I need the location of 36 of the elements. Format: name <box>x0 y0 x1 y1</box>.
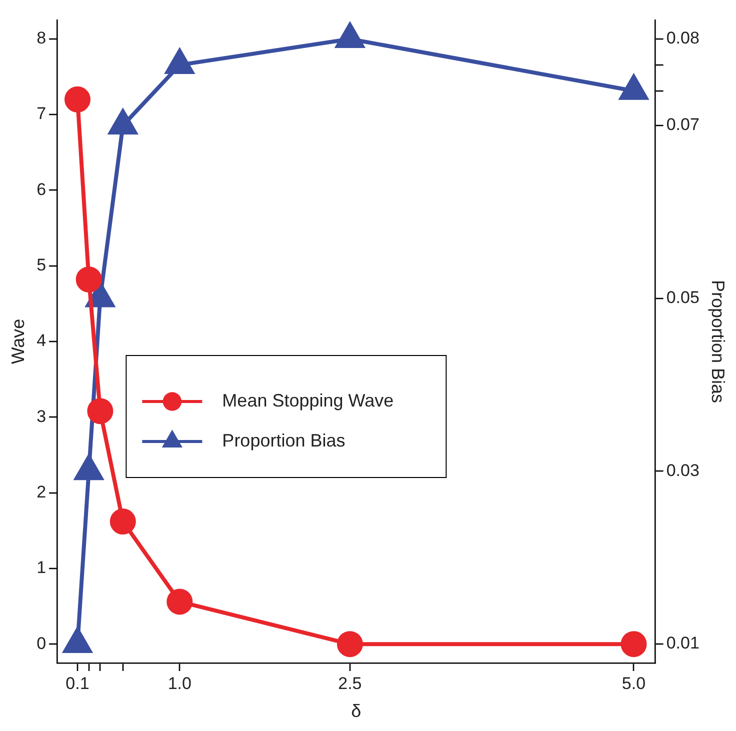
point <box>108 109 138 134</box>
x-tick-label: 1.0 <box>168 674 192 693</box>
y-tick-label: 7 <box>36 104 46 124</box>
y2-tick-label: 0.08 <box>666 28 700 48</box>
legend-label: Mean Stopping Wave <box>222 390 394 410</box>
point <box>336 631 363 658</box>
y-tick-label: 5 <box>36 256 46 275</box>
x-axis-title: δ <box>351 701 362 722</box>
y2-tick-label: 0.05 <box>666 288 700 307</box>
point <box>166 588 193 615</box>
y2-tick-label: 0.01 <box>666 634 700 653</box>
point <box>74 455 103 480</box>
y-tick-label: 2 <box>36 482 46 502</box>
y-tick-label: 6 <box>36 180 46 199</box>
point <box>63 628 92 653</box>
y2-tick-label: 0.07 <box>666 115 700 134</box>
point <box>110 508 136 535</box>
y-tick-label: 8 <box>36 28 46 48</box>
x-tick-label: 5.0 <box>622 674 646 693</box>
point <box>87 398 114 424</box>
y-tick-label: 0 <box>36 634 46 653</box>
x-tick-label: 0.1 <box>66 674 90 693</box>
point <box>336 23 364 48</box>
y-tick-label: 3 <box>36 406 46 426</box>
point <box>64 86 90 112</box>
legend-label: Proportion Bias <box>222 430 346 450</box>
point <box>620 631 647 658</box>
point <box>166 48 194 74</box>
x-tick-label: 2.5 <box>338 674 362 693</box>
y2-axis-title: Proportion Bias <box>708 280 728 404</box>
y2-tick-label: 0.03 <box>666 460 700 480</box>
point <box>620 74 648 100</box>
y-axis-title: Wave <box>8 318 28 364</box>
y-tick-label: 1 <box>36 558 46 578</box>
point <box>76 266 102 292</box>
y-tick-label: 4 <box>36 331 46 350</box>
